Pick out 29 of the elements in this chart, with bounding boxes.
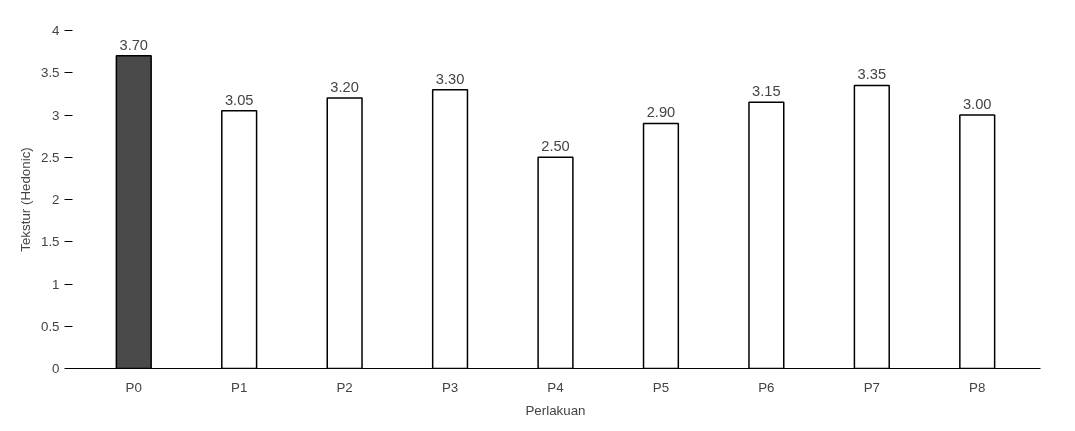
data-label: 2.90: [646, 104, 676, 121]
y-axis-title: Tekstur (Hedonic): [17, 147, 33, 252]
data-label: 3.35: [857, 66, 887, 83]
x-tick-label: P3: [441, 379, 459, 395]
x-tick-label: P4: [547, 379, 565, 395]
data-label: 2.50: [541, 138, 570, 155]
x-tick-label: P6: [758, 379, 775, 395]
y-tick-label: 2.5: [40, 149, 60, 165]
data-label: 3.70: [119, 36, 149, 53]
x-tick-label: P7: [863, 379, 880, 395]
data-label: 3.20: [330, 79, 359, 96]
x-tick-label: P5: [652, 379, 670, 395]
data-label: 3.15: [752, 83, 781, 100]
y-tick-label: 1.5: [40, 234, 60, 250]
data-label: 3.00: [962, 96, 992, 112]
x-tick-label: P1: [231, 379, 248, 395]
y-tick-label: 3: [52, 107, 60, 123]
y-tick-label: 0: [52, 361, 60, 376]
x-tick-label: P8: [969, 379, 986, 395]
y-tick-label: 1: [52, 276, 60, 292]
y-tick-label: 2: [52, 192, 60, 207]
data-label: 3.05: [224, 91, 254, 108]
y-tick-label: 0.5: [40, 318, 60, 334]
y-tick-label: 3.5: [40, 65, 60, 81]
x-tick-label: P2: [336, 379, 353, 395]
y-tick-label: 4: [52, 23, 61, 38]
data-label: 3.30: [435, 70, 465, 87]
x-axis-title: Perlakuan: [525, 402, 586, 418]
x-tick-label: P0: [125, 379, 142, 395]
